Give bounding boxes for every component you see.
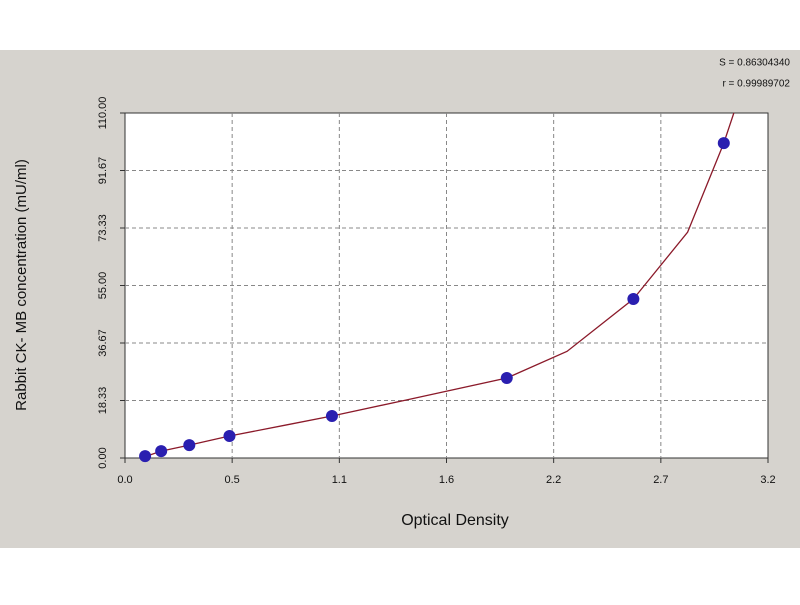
x-tick-label: 1.6 — [439, 474, 454, 486]
y-axis-label: Rabbit CK- MB concentration (mU/ml) — [13, 159, 30, 411]
x-tick-label: 0.0 — [117, 474, 132, 486]
y-tick-label: 18.33 — [97, 387, 109, 415]
annotation: r = 0.99989702 — [722, 79, 790, 90]
data-point — [139, 450, 152, 463]
x-tick-label: 0.5 — [225, 474, 240, 486]
x-axis-label: Optical Density — [401, 512, 509, 529]
annotation: S = 0.86304340 — [719, 58, 790, 69]
data-point — [500, 372, 513, 385]
data-point — [223, 430, 236, 443]
y-tick-label: 73.33 — [97, 214, 109, 242]
y-tick-label: 0.00 — [97, 447, 109, 468]
y-tick-label: 55.00 — [97, 272, 109, 300]
y-tick-label: 110.00 — [97, 97, 109, 130]
y-tick-label: 36.67 — [97, 329, 109, 357]
data-point — [183, 439, 196, 452]
data-point — [627, 292, 640, 305]
x-tick-label: 2.2 — [546, 474, 561, 486]
data-point — [325, 409, 338, 422]
data-point — [155, 445, 168, 458]
y-tick-label: 91.67 — [97, 157, 109, 185]
x-tick-label: 1.1 — [332, 474, 347, 486]
x-tick-label: 2.7 — [653, 474, 668, 486]
data-point — [717, 137, 730, 150]
x-tick-label: 3.2 — [760, 474, 775, 486]
